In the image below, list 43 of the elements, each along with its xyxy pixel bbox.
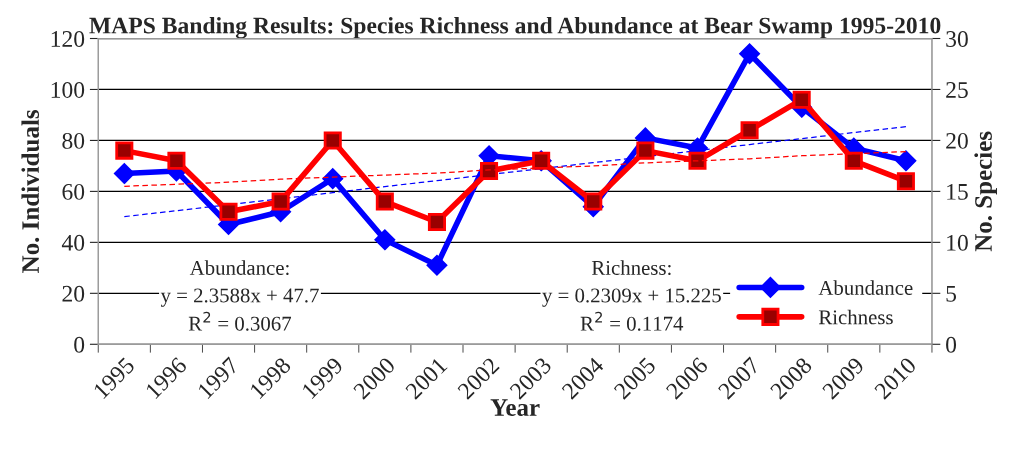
point [426,255,448,276]
point [688,151,707,170]
y-tick-label: 20 [62,285,85,302]
y-axis-title: No. Individuals [21,110,40,273]
legend-label: Richness [818,309,893,325]
annotation: Richness: y = 0.2309x + 15.225 R$^{2}$ = 0.1174 [542,260,721,331]
y2-tick-label: 5 [946,286,957,302]
x-axis-title: Year [490,399,540,416]
y2-axis-title: No. Species [974,131,997,252]
point [896,172,915,191]
y2-tick-label: 15 [947,184,968,200]
y-tick-label: 0 [74,336,85,353]
point [739,43,760,65]
y-tick-label: 60 [62,183,85,200]
point [792,90,811,109]
point [167,151,186,170]
chart-title: MAPS Banding Results: Species Richness and Abundance at Bear Swamp 1995-2010 [89,16,941,39]
y2-tick-label: 10 [947,234,968,251]
point [740,121,759,140]
y-tick-label: 80 [62,132,85,149]
point [584,192,603,211]
point [895,150,917,172]
point [427,212,446,231]
y-tick-label: 100 [51,81,85,98]
y2-tick-label: 20 [946,132,968,149]
point [480,161,499,181]
point [271,192,290,211]
y2-tick-label: 30 [946,31,968,47]
point [115,141,134,160]
y-tick-label: 120 [51,31,85,47]
point [219,202,238,221]
annotation: Abundance: y = 2.3588x + 47.7 R$^{2}$ = 0.3067 [160,260,319,331]
point [323,131,342,150]
y-tick-label: 40 [61,234,85,251]
point [374,229,396,251]
y2-tick-label: 25 [946,82,968,98]
point [844,151,863,170]
y2-tick-label: 0 [946,336,957,353]
point [375,192,394,211]
point [322,168,343,189]
point [114,163,135,184]
legend-label: Abundance [818,280,913,295]
point [636,141,655,160]
